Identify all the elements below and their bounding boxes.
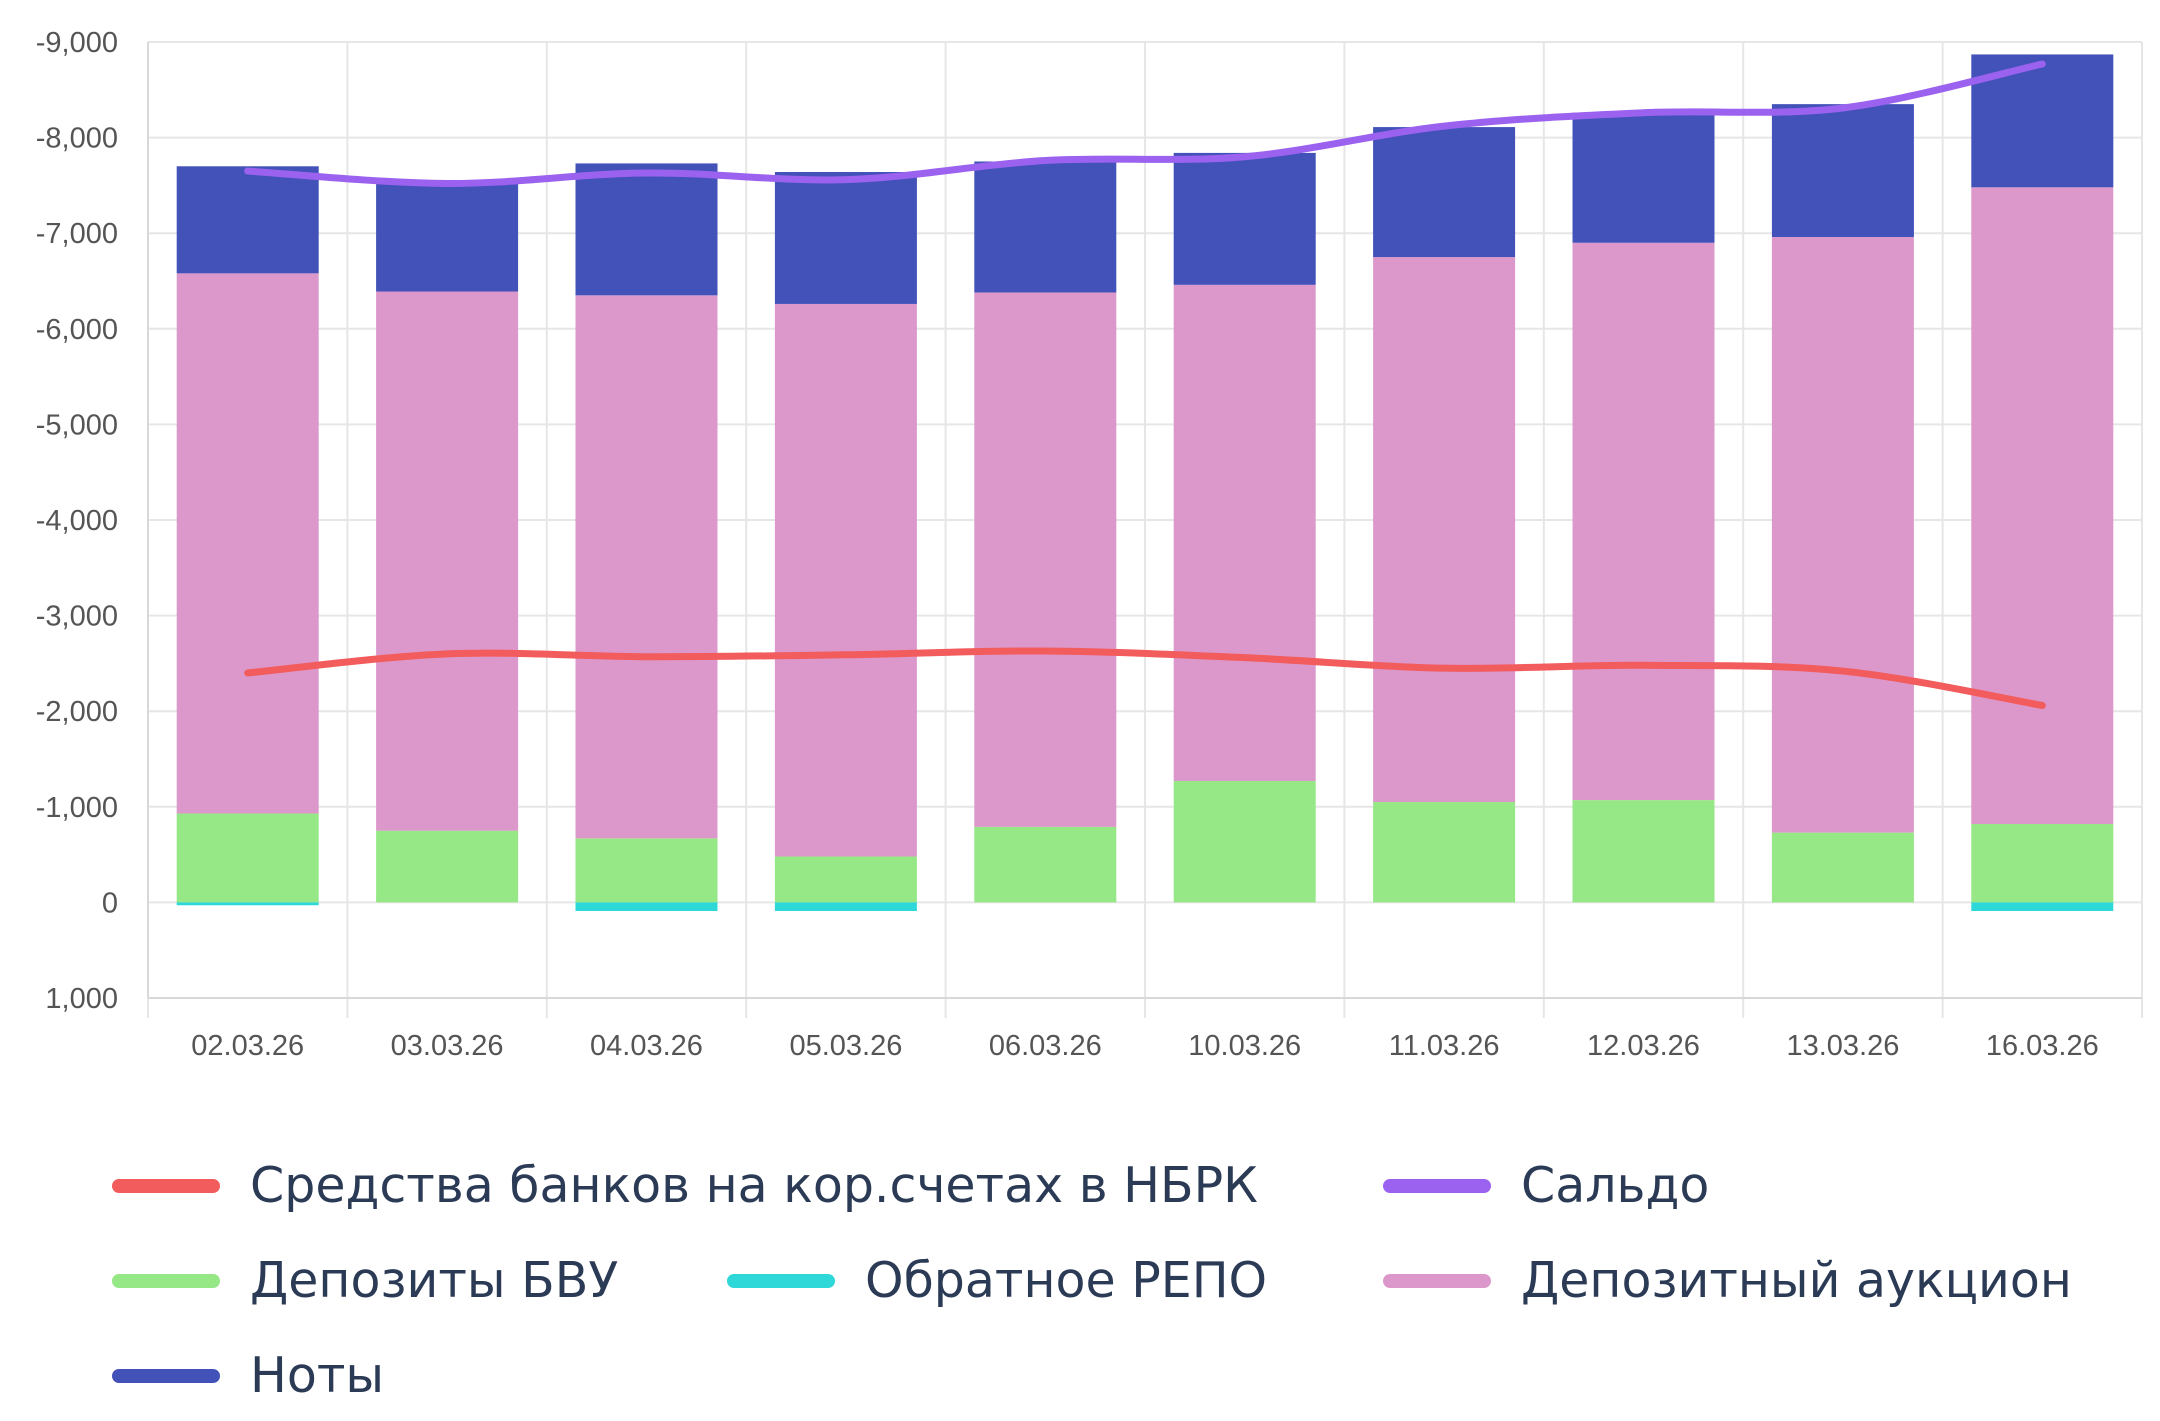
y-axis-tick-labels: -9,000 -8,000 -7,000 -6,000 -5,000 -4,000 -3,0… (36, 27, 118, 1015)
bar-segment[interactable] (1771, 832, 1914, 903)
bars (176, 54, 2114, 912)
bar-segment[interactable] (1373, 127, 1516, 258)
series-line[interactable] (244, 60, 2046, 187)
bar-segment[interactable] (575, 295, 718, 839)
y-tick-label: 0 (102, 887, 118, 919)
bar-segment[interactable] (1572, 800, 1715, 903)
bar-segment[interactable] (575, 838, 718, 903)
x-tick-label: 04.03.26 (590, 1030, 703, 1062)
bar-segment[interactable] (376, 181, 519, 292)
bar-segment[interactable] (1971, 187, 2114, 825)
bar-segment[interactable] (1771, 104, 1914, 238)
x-tick-label: 11.03.26 (1389, 1030, 1500, 1062)
bar-segment[interactable] (1771, 237, 1914, 833)
y-tick-label: -4,000 (36, 505, 118, 537)
bar-segment[interactable] (774, 856, 917, 903)
series-lines (244, 60, 2046, 709)
bar-segment[interactable] (1173, 284, 1316, 781)
y-tick-label: -3,000 (36, 601, 118, 633)
bar-segment[interactable] (1971, 824, 2114, 903)
x-tick-label: 12.03.26 (1587, 1030, 1700, 1062)
bar-segment[interactable] (974, 292, 1117, 827)
y-tick-label: -5,000 (36, 409, 118, 441)
bar-segment[interactable] (176, 813, 319, 903)
bar-segment[interactable] (1173, 780, 1316, 903)
bar-segment[interactable] (176, 166, 319, 274)
bar-segment[interactable] (974, 161, 1117, 293)
bar-segment[interactable] (1572, 112, 1715, 243)
x-tick-label: 03.03.26 (391, 1030, 504, 1062)
x-tick-label: 13.03.26 (1786, 1030, 1899, 1062)
x-tick-label: 05.03.26 (789, 1030, 902, 1062)
bar-segment[interactable] (1373, 257, 1516, 803)
bar-segment[interactable] (376, 291, 519, 831)
bar-segment[interactable] (1971, 902, 2114, 912)
bar-segment[interactable] (1572, 242, 1715, 801)
bar-segment[interactable] (774, 902, 917, 912)
x-tick-label: 16.03.26 (1986, 1030, 2099, 1062)
x-axis-tick-labels: 02.03.26 03.03.26 04.03.26 05.03.26 06.03.26… (191, 1030, 2098, 1062)
y-tick-label: -6,000 (36, 314, 118, 346)
y-tick-label: 1,000 (45, 983, 118, 1015)
series-line[interactable] (244, 647, 2046, 709)
bar-segment[interactable] (774, 172, 917, 304)
x-tick-label: 10.03.26 (1188, 1030, 1301, 1062)
x-tick-label: 06.03.26 (989, 1030, 1102, 1062)
y-tick-label: -7,000 (36, 218, 118, 250)
bar-segment[interactable] (1373, 802, 1516, 903)
x-tick-label: 02.03.26 (191, 1030, 304, 1062)
bar-segment[interactable] (774, 303, 917, 857)
bar-segment[interactable] (176, 902, 319, 906)
y-tick-label: -1,000 (36, 792, 118, 824)
bar-segment[interactable] (974, 826, 1117, 903)
bar-segment[interactable] (1173, 152, 1316, 285)
bar-segment[interactable] (575, 163, 718, 296)
bar-segment[interactable] (575, 902, 718, 912)
bar-segment[interactable] (176, 273, 319, 814)
y-tick-label: -2,000 (36, 696, 118, 728)
bar-segment[interactable] (376, 830, 519, 903)
y-tick-label: -9,000 (36, 27, 118, 59)
y-tick-label: -8,000 (36, 123, 118, 155)
